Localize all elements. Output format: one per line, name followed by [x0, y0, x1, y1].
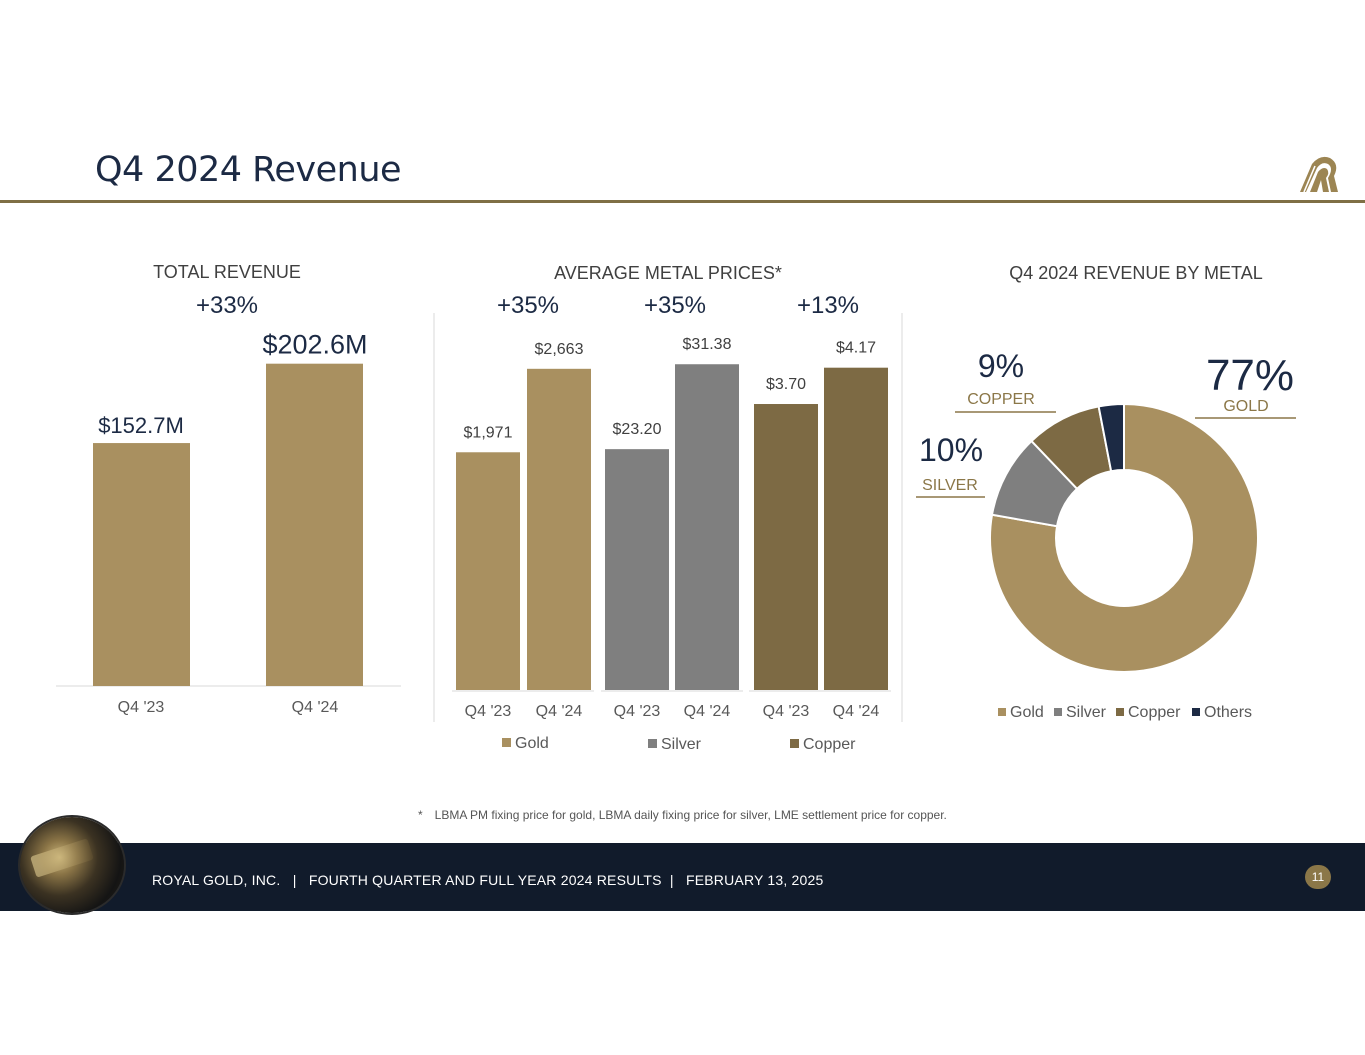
- donut-slice-others: [1097, 402, 1125, 473]
- footnote-text: LBMA PM fixing price for gold, LBMA dail…: [434, 808, 947, 822]
- donut-slice-gold: [989, 402, 1259, 673]
- metal-prices-legend: Gold Silver Copper: [502, 735, 856, 753]
- silver-price-value-q4-24: $31.38: [683, 336, 732, 353]
- donut-legend-label-others: Others: [1204, 704, 1252, 721]
- total-revenue-chart: TOTAL REVENUE +33% $152.7M $202.6M Q4 '2…: [56, 262, 401, 716]
- gold-price-value-q4-24: $2,663: [535, 341, 584, 358]
- legend-label-gold: Gold: [515, 735, 549, 752]
- copper-tick-q4-23: Q4 '23: [763, 703, 810, 720]
- silver-share-value: 10%: [919, 432, 983, 468]
- footer-bar: [0, 843, 1365, 911]
- donut-legend-swatch-silver: [1054, 708, 1062, 716]
- total-revenue-value-q4-24: $202.6M: [262, 330, 367, 360]
- legend-label-silver: Silver: [661, 736, 702, 753]
- copper-price-value-q4-23: $3.70: [766, 376, 806, 393]
- donut-legend-label-gold: Gold: [1010, 704, 1044, 721]
- donut-legend-label-silver: Silver: [1066, 704, 1107, 721]
- gold-share-value: 77%: [1206, 351, 1294, 400]
- revenue-by-metal-legend: Gold Silver Copper Others: [998, 704, 1252, 721]
- donut-legend-swatch-others: [1192, 708, 1200, 716]
- revenue-donut: [989, 402, 1259, 673]
- total-revenue-value-q4-23: $152.7M: [98, 413, 184, 438]
- total-revenue-bar-q4-24: [266, 363, 363, 686]
- silver-tick-q4-24: Q4 '24: [684, 703, 731, 720]
- gold-bars-photo: [20, 817, 124, 913]
- legend-swatch-silver: [648, 739, 657, 748]
- gold-price-change: +35%: [497, 292, 559, 319]
- gold-tick-q4-23: Q4 '23: [465, 703, 512, 720]
- metal-prices-title: AVERAGE METAL PRICES*: [554, 263, 782, 283]
- page-number: 11: [1305, 865, 1331, 889]
- revenue-by-metal-title: Q4 2024 REVENUE BY METAL: [1009, 263, 1262, 283]
- silver-tick-q4-23: Q4 '23: [614, 703, 661, 720]
- royal-gold-logo-icon: [1300, 156, 1338, 193]
- copper-price-bar-q4-24: [824, 367, 888, 690]
- gold-tick-q4-24: Q4 '24: [536, 703, 583, 720]
- silver-price-bar-q4-24: [675, 364, 739, 690]
- revenue-by-metal-chart: Q4 2024 REVENUE BY METAL 77% GOLD 10% SI…: [916, 263, 1296, 721]
- footer-text: ROYAL GOLD, INC. | FOURTH QUARTER AND FU…: [152, 872, 824, 888]
- copper-price-change: +13%: [797, 292, 859, 319]
- silver-price-bar-q4-23: [605, 449, 669, 690]
- metal-prices-chart: AVERAGE METAL PRICES* +35% +35% +13% $1,…: [433, 263, 903, 753]
- gold-price-bar-q4-24: [527, 368, 591, 690]
- legend-swatch-copper: [790, 739, 799, 748]
- total-revenue-tick-q4-23: Q4 '23: [118, 699, 165, 716]
- gold-price-value-q4-23: $1,971: [464, 424, 513, 441]
- donut-legend-swatch-copper: [1116, 708, 1124, 716]
- total-revenue-title: TOTAL REVENUE: [153, 262, 301, 282]
- total-revenue-bar-q4-23: [93, 443, 190, 686]
- total-revenue-change: +33%: [196, 292, 258, 319]
- gold-price-bar-q4-23: [456, 452, 520, 690]
- gold-share-label: GOLD: [1223, 398, 1268, 415]
- copper-price-bar-q4-23: [754, 404, 818, 690]
- total-revenue-tick-q4-24: Q4 '24: [292, 699, 339, 716]
- donut-legend-label-copper: Copper: [1128, 704, 1181, 721]
- silver-price-value-q4-23: $23.20: [613, 421, 662, 438]
- title-divider: [0, 200, 1365, 203]
- copper-price-value-q4-24: $4.17: [836, 340, 876, 357]
- silver-price-change: +35%: [644, 292, 706, 319]
- page-title: Q4 2024 Revenue: [95, 150, 402, 190]
- silver-share-label: SILVER: [922, 477, 978, 494]
- copper-tick-q4-24: Q4 '24: [833, 703, 880, 720]
- copper-share-label: COPPER: [967, 391, 1035, 408]
- copper-share-value: 9%: [978, 348, 1024, 384]
- footnote: * LBMA PM fixing price for gold, LBMA dai…: [418, 808, 947, 822]
- legend-label-copper: Copper: [803, 736, 856, 753]
- charts-canvas: TOTAL REVENUE +33% $152.7M $202.6M Q4 '2…: [56, 262, 1296, 753]
- legend-swatch-gold: [502, 738, 511, 747]
- donut-legend-swatch-gold: [998, 708, 1006, 716]
- footnote-marker: *: [418, 808, 423, 822]
